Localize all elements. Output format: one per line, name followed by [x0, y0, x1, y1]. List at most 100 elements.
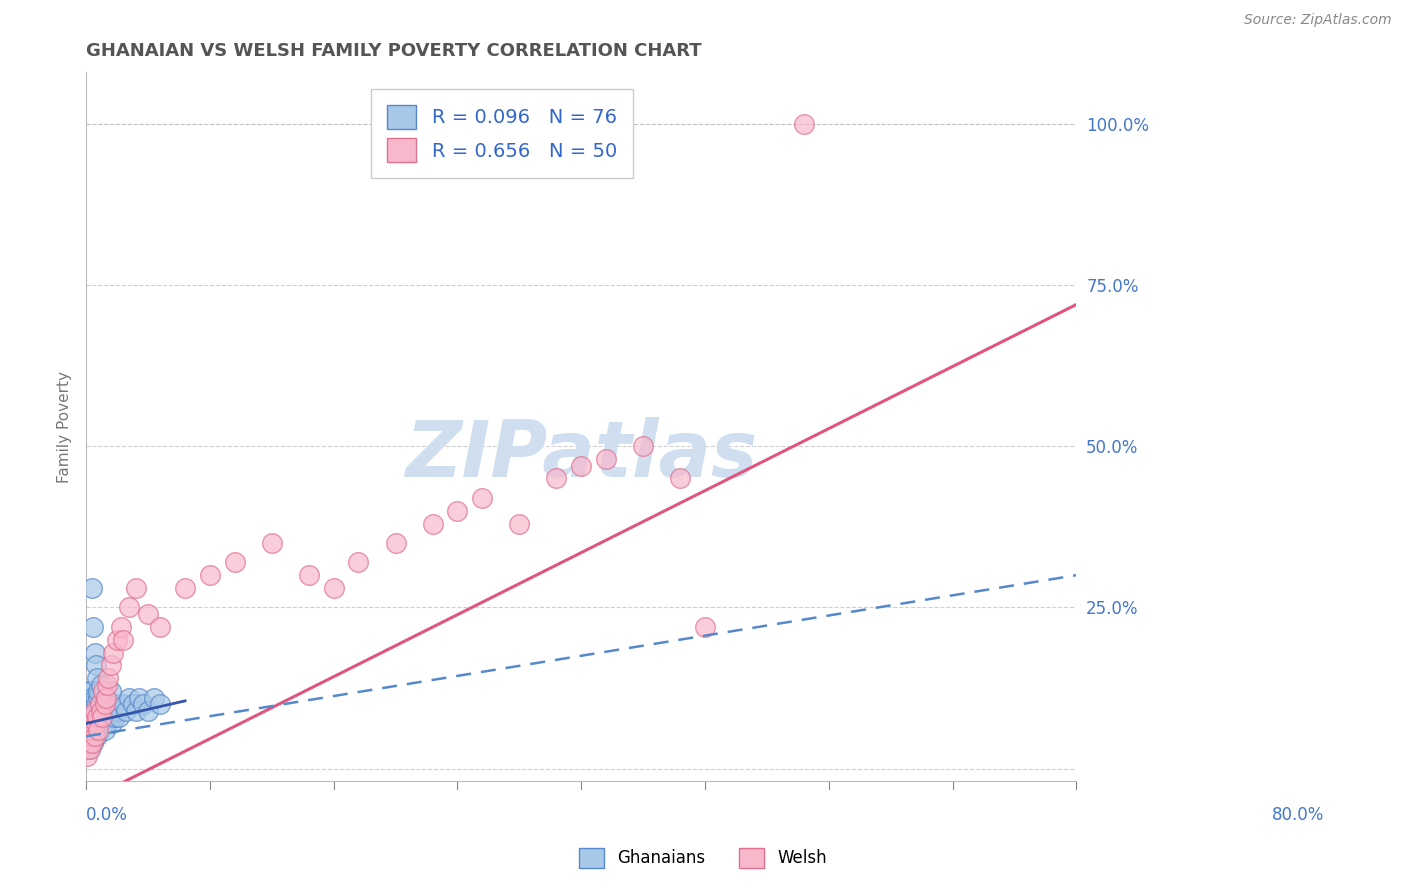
Point — [101, 716, 124, 731]
Point — [260, 536, 283, 550]
Point — [83, 704, 105, 718]
Point — [84, 658, 107, 673]
Point — [103, 710, 125, 724]
Point — [79, 729, 101, 743]
Point — [93, 704, 115, 718]
Legend: R = 0.096   N = 76, R = 0.656   N = 50: R = 0.096 N = 76, R = 0.656 N = 50 — [371, 89, 633, 178]
Point — [80, 710, 103, 724]
Point — [89, 697, 111, 711]
Point — [128, 690, 150, 705]
Point — [84, 710, 107, 724]
Point — [669, 471, 692, 485]
Point — [91, 710, 114, 724]
Point — [89, 723, 111, 737]
Point — [104, 697, 127, 711]
Point — [105, 704, 128, 718]
Point — [100, 697, 122, 711]
Point — [96, 716, 118, 731]
Point — [84, 697, 107, 711]
Point — [87, 684, 110, 698]
Legend: Ghanaians, Welsh: Ghanaians, Welsh — [572, 841, 834, 875]
Point — [86, 729, 108, 743]
Point — [422, 516, 444, 531]
Point — [118, 600, 141, 615]
Point — [103, 704, 125, 718]
Point — [76, 748, 98, 763]
Point — [98, 710, 121, 724]
Point — [90, 710, 112, 724]
Point — [80, 697, 103, 711]
Point — [93, 684, 115, 698]
Point — [77, 684, 100, 698]
Point — [87, 716, 110, 731]
Point — [100, 658, 122, 673]
Point — [82, 581, 104, 595]
Point — [76, 716, 98, 731]
Point — [76, 742, 98, 756]
Point — [80, 710, 103, 724]
Point — [77, 736, 100, 750]
Point — [87, 690, 110, 705]
Point — [77, 710, 100, 724]
Point — [80, 684, 103, 698]
Point — [108, 710, 131, 724]
Text: GHANAIAN VS WELSH FAMILY POVERTY CORRELATION CHART: GHANAIAN VS WELSH FAMILY POVERTY CORRELA… — [86, 42, 702, 60]
Text: 80.0%: 80.0% — [1271, 806, 1324, 824]
Point — [384, 536, 406, 550]
Point — [86, 704, 108, 718]
Point — [93, 690, 115, 705]
Point — [198, 568, 221, 582]
Point — [83, 729, 105, 743]
Point — [96, 678, 118, 692]
Point — [298, 568, 321, 582]
Point — [224, 555, 246, 569]
Point — [83, 704, 105, 718]
Point — [82, 723, 104, 737]
Point — [83, 729, 105, 743]
Point — [80, 723, 103, 737]
Point — [124, 581, 146, 595]
Point — [136, 704, 159, 718]
Point — [77, 736, 100, 750]
Point — [87, 723, 110, 737]
Point — [93, 723, 115, 737]
Point — [90, 684, 112, 698]
Point — [112, 697, 135, 711]
Point — [82, 697, 104, 711]
Point — [118, 690, 141, 705]
Point — [112, 632, 135, 647]
Point — [149, 697, 172, 711]
Point — [94, 690, 117, 705]
Point — [82, 729, 104, 743]
Point — [90, 704, 112, 718]
Point — [79, 716, 101, 731]
Point — [471, 491, 494, 505]
Point — [569, 458, 592, 473]
Point — [595, 452, 617, 467]
Point — [546, 471, 568, 485]
Point — [83, 690, 105, 705]
Point — [80, 729, 103, 743]
Point — [93, 697, 115, 711]
Point — [76, 704, 98, 718]
Point — [132, 697, 155, 711]
Point — [93, 697, 115, 711]
Point — [77, 723, 100, 737]
Point — [89, 697, 111, 711]
Point — [94, 710, 117, 724]
Point — [80, 736, 103, 750]
Point — [91, 716, 114, 731]
Point — [82, 736, 104, 750]
Point — [77, 697, 100, 711]
Point — [347, 555, 370, 569]
Point — [86, 671, 108, 685]
Point — [631, 439, 654, 453]
Point — [174, 581, 197, 595]
Y-axis label: Family Poverty: Family Poverty — [58, 371, 72, 483]
Point — [110, 620, 132, 634]
Point — [90, 678, 112, 692]
Point — [446, 504, 468, 518]
Point — [84, 716, 107, 731]
Point — [79, 690, 101, 705]
Point — [105, 632, 128, 647]
